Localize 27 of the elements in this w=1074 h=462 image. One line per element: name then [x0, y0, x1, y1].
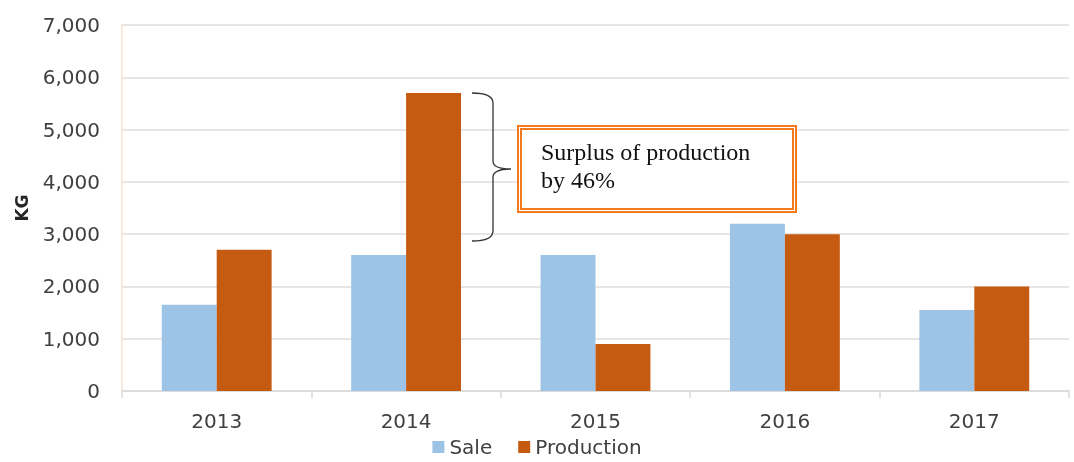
y-tick-label: 3,000 [42, 222, 100, 247]
bar [595, 343, 651, 391]
y-tick-label: 4,000 [42, 169, 100, 194]
y-tick-label: 7,000 [42, 13, 100, 37]
y-tick-label: 0 [87, 379, 100, 403]
x-tick-label: 2014 [380, 409, 432, 433]
y-tick-label: 5,000 [42, 117, 100, 142]
bar [784, 234, 840, 391]
bar [216, 249, 272, 391]
annotation: Surplus of production by 46% [541, 138, 752, 194]
x-tick-label: 2015 [570, 409, 621, 433]
x-tick-label: 2013 [191, 409, 243, 433]
y-axis-title: KG [11, 194, 32, 222]
y-tick-label: 2,000 [42, 274, 100, 299]
bar [729, 223, 785, 391]
x-tick-label: 2017 [948, 409, 1000, 433]
legend-label: Production [535, 435, 642, 459]
y-tick-label: 6,000 [42, 65, 100, 90]
legend-label: Sale [449, 435, 493, 459]
x-tick-label: 2016 [759, 409, 811, 433]
bar [161, 304, 217, 391]
y-tick-label: 1,000 [42, 326, 100, 351]
bar [974, 286, 1030, 391]
bar [351, 255, 407, 391]
bar [406, 92, 462, 391]
bar [919, 309, 975, 391]
bar [540, 255, 596, 391]
